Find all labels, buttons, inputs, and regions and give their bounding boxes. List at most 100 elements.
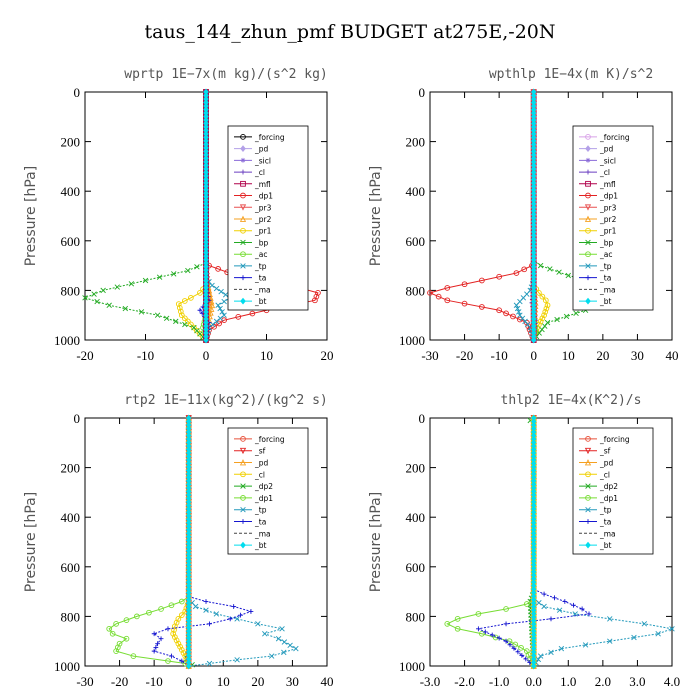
x-tick-label: -2.0 xyxy=(454,674,475,689)
legend-marker xyxy=(240,145,246,152)
y-tick-label: 600 xyxy=(406,560,426,575)
data-point xyxy=(197,307,203,313)
data-point xyxy=(82,295,88,301)
panel-title: rtp2 1E−11x(kg^2)/(kg^2 s) xyxy=(124,393,328,408)
legend-item: _dp1 xyxy=(579,494,618,503)
legend-label: _bt xyxy=(254,297,267,306)
legend-label: _pr3 xyxy=(599,203,617,212)
legend-item: _ta xyxy=(234,274,266,283)
data-point xyxy=(539,315,546,322)
legend-label: _cl xyxy=(254,470,265,479)
data-point xyxy=(109,630,116,637)
data-point xyxy=(519,652,525,658)
y-tick-label: 0 xyxy=(74,411,81,426)
legend-marker xyxy=(585,169,591,175)
panel-title: wprtp 1E−7x(m kg)/(s^2 kg) xyxy=(124,67,328,82)
legend-marker xyxy=(585,157,591,163)
data-point xyxy=(173,637,180,644)
x-tick-label: 30 xyxy=(286,674,299,689)
data-point xyxy=(562,599,568,604)
legend-label: _forcing xyxy=(254,133,285,142)
legend-label: _pr2 xyxy=(254,215,272,224)
data-point xyxy=(176,304,183,311)
data-point xyxy=(235,314,242,320)
plot-frame xyxy=(429,91,673,341)
x-tick-label: 40 xyxy=(321,674,334,689)
data-point xyxy=(203,336,209,344)
data-point xyxy=(203,599,209,604)
legend-item: _dp1 xyxy=(234,192,273,201)
data-point xyxy=(631,634,637,641)
legend-marker xyxy=(240,239,246,246)
y-axis-label: Pressure [hPa] xyxy=(368,166,384,266)
data-point xyxy=(516,309,522,315)
data-point xyxy=(163,315,170,322)
data-point xyxy=(563,313,570,320)
data-point xyxy=(530,662,537,670)
data-point xyxy=(171,271,177,277)
y-tick-label: 0 xyxy=(419,85,426,100)
data-point xyxy=(175,301,182,307)
x-tick-label: 0.0 xyxy=(526,674,542,689)
legend-label: _dp1 xyxy=(599,494,618,503)
legend-item: _pr1 xyxy=(579,227,617,236)
legend-label: _cl xyxy=(599,168,610,177)
series-dp1 xyxy=(106,415,192,669)
y-tick-label: 400 xyxy=(61,184,81,199)
legend-label: _pr2 xyxy=(599,215,617,224)
data-point xyxy=(537,653,544,659)
data-point xyxy=(517,316,523,323)
legend: _forcing _sf _pd _cl _dp2 _dp1 _tp _ta _ma _bt xyxy=(572,427,654,555)
legend-marker xyxy=(585,519,591,524)
legend-label: _pr3 xyxy=(254,203,272,212)
data-point xyxy=(192,603,199,610)
legend: _forcing _pd _sicl _cl _mfl _dp1 _pr3 _pr2 _pr1 _… xyxy=(227,125,309,311)
data-point xyxy=(461,300,468,307)
legend: _forcing _sf _pd _cl _dp2 _dp1 _tp _ta _ma _bt xyxy=(227,427,309,555)
legend-item: _mfl xyxy=(234,180,271,189)
data-point xyxy=(181,298,188,304)
data-point xyxy=(171,627,177,633)
x-tick-label: -1.0 xyxy=(489,674,510,689)
data-point xyxy=(182,321,188,328)
legend-item: _forcing xyxy=(234,435,285,444)
legend-item: _bp xyxy=(234,238,269,247)
legend-label: _pr1 xyxy=(599,227,617,236)
data-point xyxy=(496,307,502,314)
y-tick-label: 600 xyxy=(61,234,81,249)
legend-label: _mfl xyxy=(254,180,271,189)
y-tick-label: 800 xyxy=(406,609,426,624)
data-point xyxy=(565,272,572,279)
y-tick-label: 400 xyxy=(61,510,81,525)
legend-label: _bp xyxy=(254,238,269,247)
data-point xyxy=(177,643,183,650)
data-point xyxy=(513,270,520,276)
x-tick-label: 20 xyxy=(251,674,264,689)
x-tick-label: 0 xyxy=(185,674,192,689)
data-point xyxy=(178,312,185,319)
y-tick-label: 200 xyxy=(406,135,426,150)
data-point xyxy=(541,591,547,597)
chart-panel-2: wpthlp 1E−4x(m K)/s^2 Pressure [hPa] -30 -2… xyxy=(368,67,679,363)
data-point xyxy=(91,291,97,297)
data-point xyxy=(138,309,145,315)
data-point xyxy=(521,266,528,273)
legend-marker xyxy=(585,297,591,305)
data-point xyxy=(479,304,485,310)
legend-label: _tp xyxy=(254,262,267,271)
data-point xyxy=(215,302,221,308)
series-line xyxy=(446,418,535,667)
series-bt xyxy=(185,414,192,670)
data-point xyxy=(122,305,129,312)
legend-item: _mfl xyxy=(579,180,616,189)
legend-item: _sf xyxy=(234,447,266,456)
data-point xyxy=(209,282,215,289)
data-point xyxy=(542,323,548,329)
data-point xyxy=(185,662,192,670)
data-point xyxy=(558,645,565,652)
chart-panel-4: thlp2 1E−4x(K^2)/s Pressure [hPa] -3.0 -2.0… xyxy=(368,393,680,689)
data-point xyxy=(179,658,185,664)
data-point xyxy=(134,613,140,620)
data-point xyxy=(165,626,171,632)
legend-label: _bt xyxy=(599,541,612,550)
